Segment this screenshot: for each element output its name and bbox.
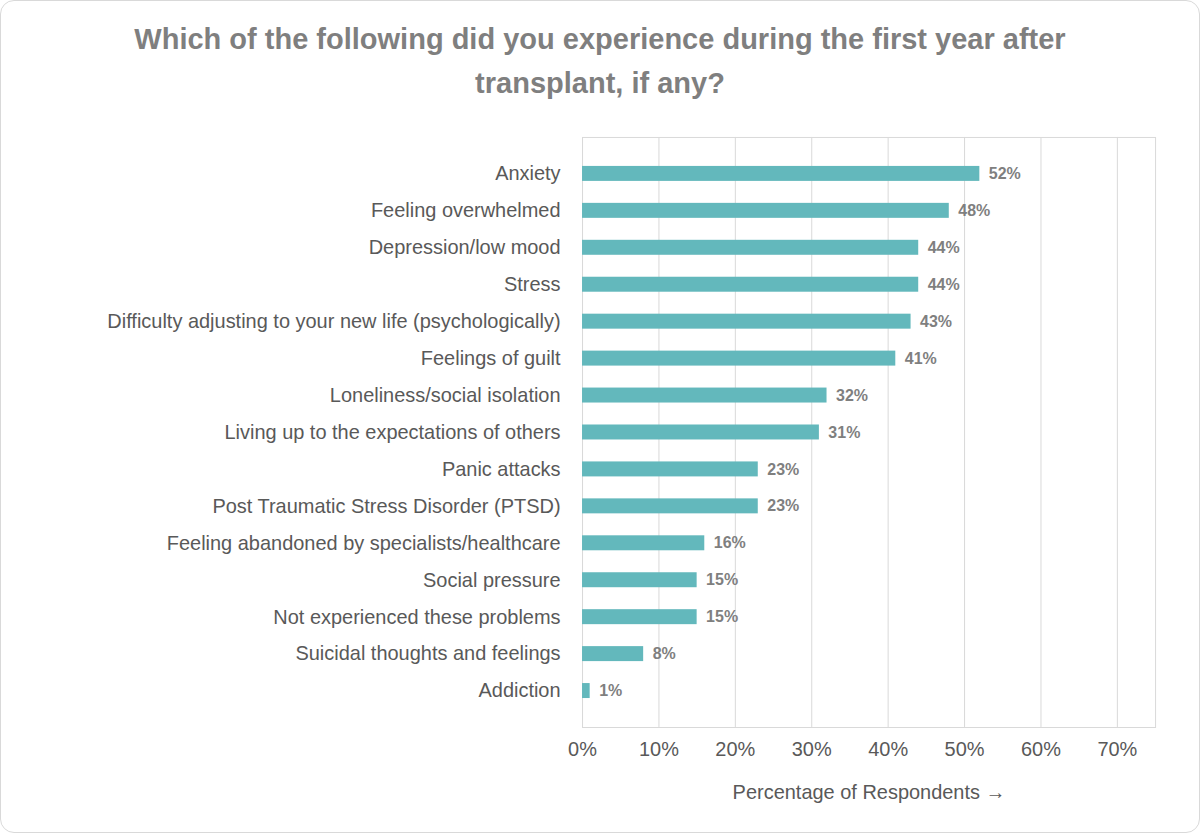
svg-text:Loneliness/social isolation: Loneliness/social isolation <box>330 384 561 406</box>
svg-text:23%: 23% <box>767 497 799 514</box>
html-text:Which of the following did you: Which of the following did you experienc… <box>134 23 1066 99</box>
svg-text:32%: 32% <box>836 387 868 404</box>
svg-text:44%: 44% <box>928 239 960 256</box>
svg-text:16%: 16% <box>714 534 746 551</box>
svg-text:50%: 50% <box>945 738 985 760</box>
svg-text:10%: 10% <box>639 738 679 760</box>
svg-text:Addiction: Addiction <box>478 679 560 701</box>
svg-text:60%: 60% <box>1021 738 1061 760</box>
svg-text:Feelings of guilt: Feelings of guilt <box>421 347 561 369</box>
svg-text:23%: 23% <box>767 461 799 478</box>
svg-text:44%: 44% <box>928 276 960 293</box>
svg-text:Post Traumatic Stress Disorder: Post Traumatic Stress Disorder (PTSD) <box>212 495 560 517</box>
svg-text:30%: 30% <box>792 738 832 760</box>
svg-text:Anxiety: Anxiety <box>495 162 560 184</box>
svg-text:43%: 43% <box>920 313 952 330</box>
svg-text:Suicidal thoughts and feelings: Suicidal thoughts and feelings <box>295 642 560 664</box>
svg-text:Feeling overwhelmed: Feeling overwhelmed <box>371 199 561 221</box>
svg-text:15%: 15% <box>706 608 738 625</box>
svg-text:48%: 48% <box>958 202 990 219</box>
svg-text:31%: 31% <box>828 424 860 441</box>
svg-text:Social pressure: Social pressure <box>423 569 561 591</box>
svg-text:Percentage of Respondents →: Percentage of Respondents → <box>733 781 1006 803</box>
svg-text:Depression/low mood: Depression/low mood <box>369 236 561 258</box>
svg-text:70%: 70% <box>1097 738 1137 760</box>
svg-text:20%: 20% <box>715 738 755 760</box>
svg-text:40%: 40% <box>868 738 908 760</box>
svg-text:0%: 0% <box>568 738 597 760</box>
svg-text:1%: 1% <box>599 682 622 699</box>
svg-text:8%: 8% <box>653 645 676 662</box>
svg-text:15%: 15% <box>706 571 738 588</box>
svg-text:52%: 52% <box>989 165 1021 182</box>
svg-text:Stress: Stress <box>504 273 561 295</box>
svg-text:Not experienced these problems: Not experienced these problems <box>273 606 560 628</box>
svg-text:Living up to the expectations: Living up to the expectations of others <box>224 421 560 443</box>
svg-text:Difficulty adjusting to your n: Difficulty adjusting to your new life (p… <box>107 310 560 332</box>
svg-text:Feeling abandoned by specialis: Feeling abandoned by specialists/healthc… <box>167 532 561 554</box>
svg-text:Panic attacks: Panic attacks <box>442 458 561 480</box>
svg-text:41%: 41% <box>905 350 937 367</box>
